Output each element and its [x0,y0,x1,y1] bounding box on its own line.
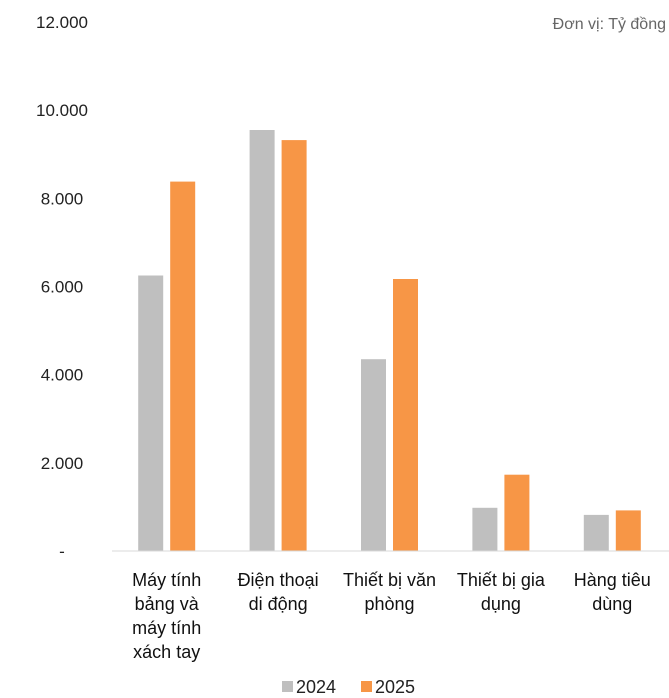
category-label: máy tính [132,618,201,638]
y-tick-label: 10.000 [36,101,88,120]
bar-2024-1 [249,130,275,551]
y-tick-label: 12.000 [36,13,88,32]
unit-note: Đơn vị: Tỷ đồng [553,16,666,33]
y-axis-ticks: - 2.000 4.000 6.000 8.000 10.000 12.000 [36,13,88,561]
y-tick-label: - [59,542,65,561]
legend-label-2024: 2024 [296,677,336,697]
y-tick-label: 6.000 [41,278,84,297]
category-label: Hàng tiêu [574,570,651,590]
bar-2025-2 [393,279,418,551]
legend-label-2025: 2025 [375,677,415,697]
category-label: Thiết bị gia [457,570,546,590]
y-tick-label: 2.000 [41,454,84,473]
bar-2025-4 [615,510,641,551]
bar-2024-2 [361,359,386,551]
bar-2025-0 [170,181,196,551]
category-label: phòng [364,594,414,614]
bars [138,130,641,551]
bar-2024-0 [138,275,164,551]
category-label: Điện thoại [238,570,319,590]
bar-2025-1 [281,140,307,551]
legend: 2024 2025 [282,677,415,697]
category-label: Thiết bị văn [343,570,436,590]
bar-2024-3 [472,507,498,551]
category-label: Máy tính [132,570,201,590]
y-tick-label: 8.000 [41,189,84,208]
category-labels: Máy tính bảng và máy tính xách tay Điện thoạ… [132,570,651,662]
legend-swatch-2024 [282,681,293,692]
category-label: xách tay [133,642,200,662]
category-label: dụng [481,594,521,614]
bar-2025-3 [504,474,530,551]
category-label: dùng [592,594,632,614]
category-label: di động [249,594,308,614]
y-tick-label: 4.000 [41,366,84,385]
legend-swatch-2025 [361,681,372,692]
bar-2024-4 [583,514,609,551]
category-label: bảng và [135,594,200,614]
